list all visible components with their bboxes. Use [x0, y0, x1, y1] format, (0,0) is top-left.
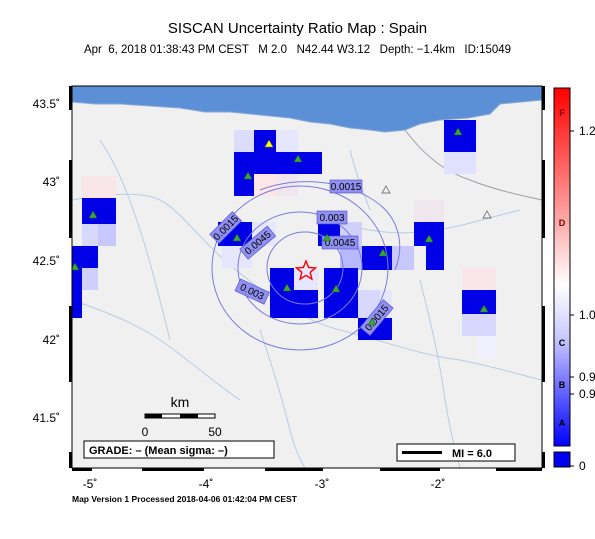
colorbar-tick: 0.9 [579, 370, 595, 384]
y-tick-label: 43˚ [43, 175, 60, 189]
station-icon [72, 262, 80, 271]
station-icon [232, 233, 242, 242]
station-icon [293, 154, 303, 163]
station-icon [482, 210, 492, 219]
colorbar: F D C B A 1.2 1.0 0.9 0.9 0 [553, 87, 595, 473]
station-icon [88, 210, 98, 219]
grade-label: F [559, 108, 565, 118]
sea-bay-of-biscay [72, 86, 542, 133]
y-tick-label: 43.5˚ [33, 97, 60, 111]
station-icon [453, 127, 463, 136]
station-icon [479, 304, 489, 313]
x-tick-label: -4˚ [199, 477, 214, 491]
scale-bar: km 0 50 [142, 394, 222, 439]
grade-label: A [559, 418, 566, 428]
contour-label: 0.0045 [325, 238, 356, 249]
grade-label: C [559, 338, 566, 348]
scale-max: 50 [208, 425, 222, 439]
x-tick-label: -3˚ [315, 477, 330, 491]
colorbar-tick: 1.0 [579, 308, 595, 322]
station-icon [378, 248, 388, 257]
mi-legend: MI = 6.0 [396, 443, 516, 462]
scale-min: 0 [142, 425, 149, 439]
map-area[interactable]: 0.0015 0.003 0.0045 0.0015 0.0045 0.003 … [71, 86, 542, 468]
station-icon [424, 234, 434, 243]
region-border [404, 129, 542, 201]
station-icon [322, 233, 332, 242]
grade-label: B [559, 380, 566, 390]
epicenter-star-icon[interactable] [294, 259, 318, 281]
colorbar-tick: 0 [579, 459, 586, 473]
axis-labels: 43.5˚ 43˚ 42.5˚ 42˚ 41.5˚ -5˚ -4˚ -3˚ -2… [33, 97, 446, 491]
map-title: SISCAN Uncertainty Ratio Map : Spain [167, 20, 428, 37]
station-icon [264, 139, 274, 148]
colorbar-tick: 0.9 [579, 387, 595, 401]
x-tick-label: -5˚ [83, 477, 98, 491]
grade-label: D [559, 218, 566, 228]
contour-label: 0.003 [319, 213, 344, 224]
x-tick-label: -2˚ [431, 477, 446, 491]
station-icon [367, 317, 377, 326]
mi-text: MI = 6.0 [452, 448, 492, 460]
y-tick-label: 42.5˚ [33, 254, 60, 268]
station-icon [243, 171, 253, 180]
grade-text: GRADE: – (Mean sigma: –) [89, 445, 228, 457]
y-tick-label: 42˚ [43, 333, 60, 347]
station-icon [381, 185, 391, 194]
station-icon [282, 283, 292, 292]
contour-lines [211, 181, 401, 351]
grade-legend: GRADE: – (Mean sigma: –) [83, 440, 275, 459]
map-frame [69, 85, 545, 471]
y-tick-label: 41.5˚ [33, 411, 60, 425]
scale-unit: km [171, 394, 190, 410]
processing-footer: Map Version 1 Processed 2018-04-06 01:42… [72, 494, 297, 504]
event-subtitle: Apr 6, 2018 01:38:43 PM CEST M 2.0 N42.4… [83, 44, 512, 56]
stations [72, 127, 492, 326]
colorbar-tick: 1.2 [579, 124, 595, 138]
contour-label: 0.0015 [331, 182, 362, 193]
station-icon [331, 284, 341, 293]
